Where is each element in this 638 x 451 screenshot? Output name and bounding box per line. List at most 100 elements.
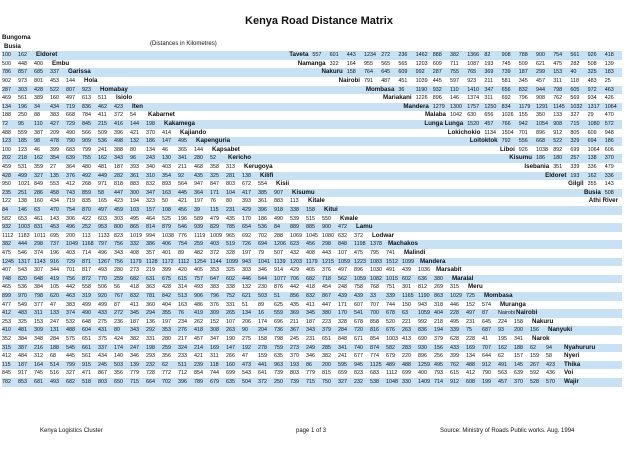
distance-cell: 926 — [587, 52, 597, 59]
distance-cell: 34 — [34, 103, 40, 110]
distance-cell: 248 — [338, 284, 347, 291]
distance-cell: 1112 — [2, 232, 14, 239]
distance-cell: 1082 — [370, 275, 382, 282]
distance-cell: 499 — [18, 172, 27, 179]
distance-cell: 163 — [162, 189, 171, 196]
distance-cell: 682 — [306, 275, 315, 282]
distance-cell: 423 — [114, 198, 123, 205]
distance-cell: 896 — [354, 267, 363, 274]
distance-cell: 790 — [482, 370, 491, 377]
distance-cell: 970 — [18, 293, 27, 299]
distance-cell: 992 — [418, 318, 427, 325]
page-title: Kenya Road Distance Matrix — [245, 15, 393, 27]
distance-cell: 92 — [178, 172, 184, 179]
distance-cell: 89 — [258, 301, 264, 308]
distance-cell: 192 — [242, 344, 251, 351]
distance-cell: 447 — [114, 189, 123, 196]
distance-cell: 433 — [450, 344, 459, 351]
distance-cell: 818 — [114, 181, 123, 188]
distance-cell: 325 — [18, 318, 27, 325]
distance-cell: 812 — [418, 284, 427, 291]
distance-cell: 155 — [518, 112, 528, 119]
distance-matrix: Bungoma Busia 100 162 Eldoret Taveta 557 601 443… — [2, 34, 622, 414]
distance-cell: 357 — [146, 250, 155, 256]
distance-cell: 625 — [274, 301, 283, 308]
distance-cell: 871 — [82, 258, 91, 265]
distance-cell: 767 — [114, 293, 123, 299]
distance-cell: 218 — [434, 318, 443, 325]
distance-cell: 361 — [258, 198, 267, 205]
distance-cell: 739 — [274, 370, 283, 377]
distance-cell: 1190 — [415, 86, 428, 93]
distance-cell: 453 — [50, 78, 59, 84]
distance-cell: 163 — [178, 301, 187, 308]
distance-cell: 423 — [546, 361, 555, 368]
distance-cell: 1029 — [450, 293, 462, 299]
distance-cell: 1041 — [258, 258, 270, 265]
distance-cell: 387 — [34, 129, 43, 136]
distance-cell: 231 — [226, 207, 235, 213]
distance-cell: 169 — [466, 344, 475, 351]
distance-cell: 457 — [194, 336, 203, 342]
distance-cell: 909 — [82, 138, 91, 145]
distance-cell: 445 — [432, 78, 442, 84]
distance-cell: 687 — [482, 327, 491, 334]
distance-cell: 399 — [162, 267, 171, 274]
distance-cell: 311 — [34, 310, 43, 317]
distance-cell: 80 — [114, 327, 120, 334]
distance-cell: 631 — [146, 275, 155, 282]
distance-cell: 454 — [322, 284, 331, 291]
matrix-row: 412 484 312 68 445 561 434 140 346 293 356 233 421 31… — [2, 352, 622, 361]
distance-cell: 162 — [18, 52, 27, 59]
distance-cell: 661 — [82, 344, 91, 351]
distance-cell: 328 — [226, 250, 235, 256]
distance-cell: 683 — [66, 146, 75, 153]
distance-cell: 801 — [34, 78, 43, 84]
distance-cell: 443 — [322, 250, 331, 256]
distance-cell: 798 — [553, 86, 563, 93]
distance-cell: 355 — [587, 181, 597, 188]
distance-cell: 196 — [50, 250, 59, 256]
distance-cell: 648 — [82, 318, 91, 325]
distance-cell: 1019 — [130, 232, 142, 239]
distance-cell: 337 — [50, 69, 59, 76]
distance-cell: 448 — [18, 60, 27, 67]
distance-cell: 912 — [450, 379, 459, 385]
matrix-row: 287 303 428 522 807 923 Homabay Mombasa 36 1190 93… — [2, 85, 622, 95]
distance-cell: 943 — [418, 301, 427, 308]
distance-cell: 160 — [34, 198, 43, 205]
distance-cell: 160 — [226, 361, 235, 368]
distance-cell: 541 — [354, 310, 363, 317]
distance-cell: 62 — [498, 353, 504, 360]
distance-cell: 432 — [290, 250, 299, 256]
distance-cell: 90 — [242, 327, 248, 334]
matrix-row: 100 162 Eldoret Taveta 557 601 443 1234 272 236 14… — [2, 51, 622, 60]
distance-cell: 782 — [2, 379, 11, 385]
distance-cell: 942 — [518, 121, 528, 127]
distance-cell: 158 — [258, 336, 267, 342]
distance-cell: 162 — [587, 172, 597, 179]
distance-cell: 645 — [381, 69, 391, 76]
distance-cell: 519 — [226, 241, 235, 248]
subtitle: (Distances in Kilometres) — [150, 41, 217, 47]
distance-cell: 483 — [587, 78, 597, 84]
distance-cell: 740 — [354, 344, 363, 351]
distance-cell: 859 — [82, 189, 91, 196]
distance-cell: 672 — [242, 181, 251, 188]
distance-cell: 1054 — [536, 121, 548, 127]
distance-cell: 503 — [258, 293, 267, 299]
distance-cell: 796 — [518, 95, 528, 102]
distance-cell: 157 — [514, 353, 523, 360]
distance-cell: 347 — [210, 336, 219, 342]
matrix-row: 100 123 46 399 683 799 241 388 80 134 46 365 144 Kaps… — [2, 146, 622, 155]
town-label: Kakamega — [164, 120, 195, 127]
distance-cell: 434 — [50, 103, 59, 110]
distance-cell: 888 — [432, 52, 442, 59]
distance-cell: 518 — [82, 379, 91, 385]
distance-cell: 223 — [322, 318, 331, 325]
town-label-right: Liboi — [500, 145, 515, 153]
distance-cell: 421 — [178, 198, 187, 205]
distance-cell: 346 — [306, 353, 315, 360]
distance-cell: 520 — [386, 318, 395, 325]
distance-cell: 779 — [306, 370, 315, 377]
